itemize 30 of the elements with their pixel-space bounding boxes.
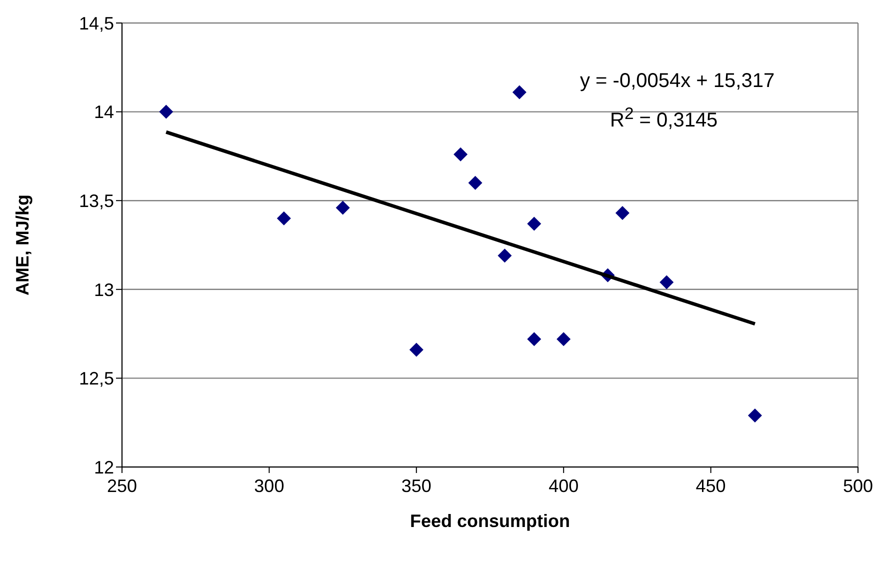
y-tick-label: 14,5 [78,13,114,34]
point [454,147,468,162]
y-tick-label: 13,5 [78,190,114,211]
x-tick-label: 300 [254,476,284,496]
point [556,332,571,346]
annotation: R$^{2}$ = 0,3145 [610,104,718,133]
x-tick-label: 400 [548,476,579,496]
x-tick-label: 450 [696,476,726,496]
point [527,216,542,231]
x-tick-label: 350 [401,476,432,496]
point [468,176,482,190]
point [336,200,350,215]
point [512,85,526,100]
point [615,206,630,220]
y-tick-label: 13 [94,280,114,300]
point [276,211,291,226]
point [409,342,424,357]
point [660,275,674,290]
y-tick-label: 14 [94,102,114,122]
point [498,248,512,263]
x-tick-label: 250 [106,476,138,496]
point [527,332,542,346]
annotation: y = -0,0054x + 15,317 [580,70,775,93]
x-axis-title: Feed consumption [410,511,570,531]
x-tick-label: 500 [842,476,874,496]
y-tick-label: 12,5 [78,368,114,389]
point [159,104,174,119]
point [748,408,762,422]
y-tick-label: 12 [94,457,114,478]
y-axis-title: AME, MJ/kg [12,194,32,296]
